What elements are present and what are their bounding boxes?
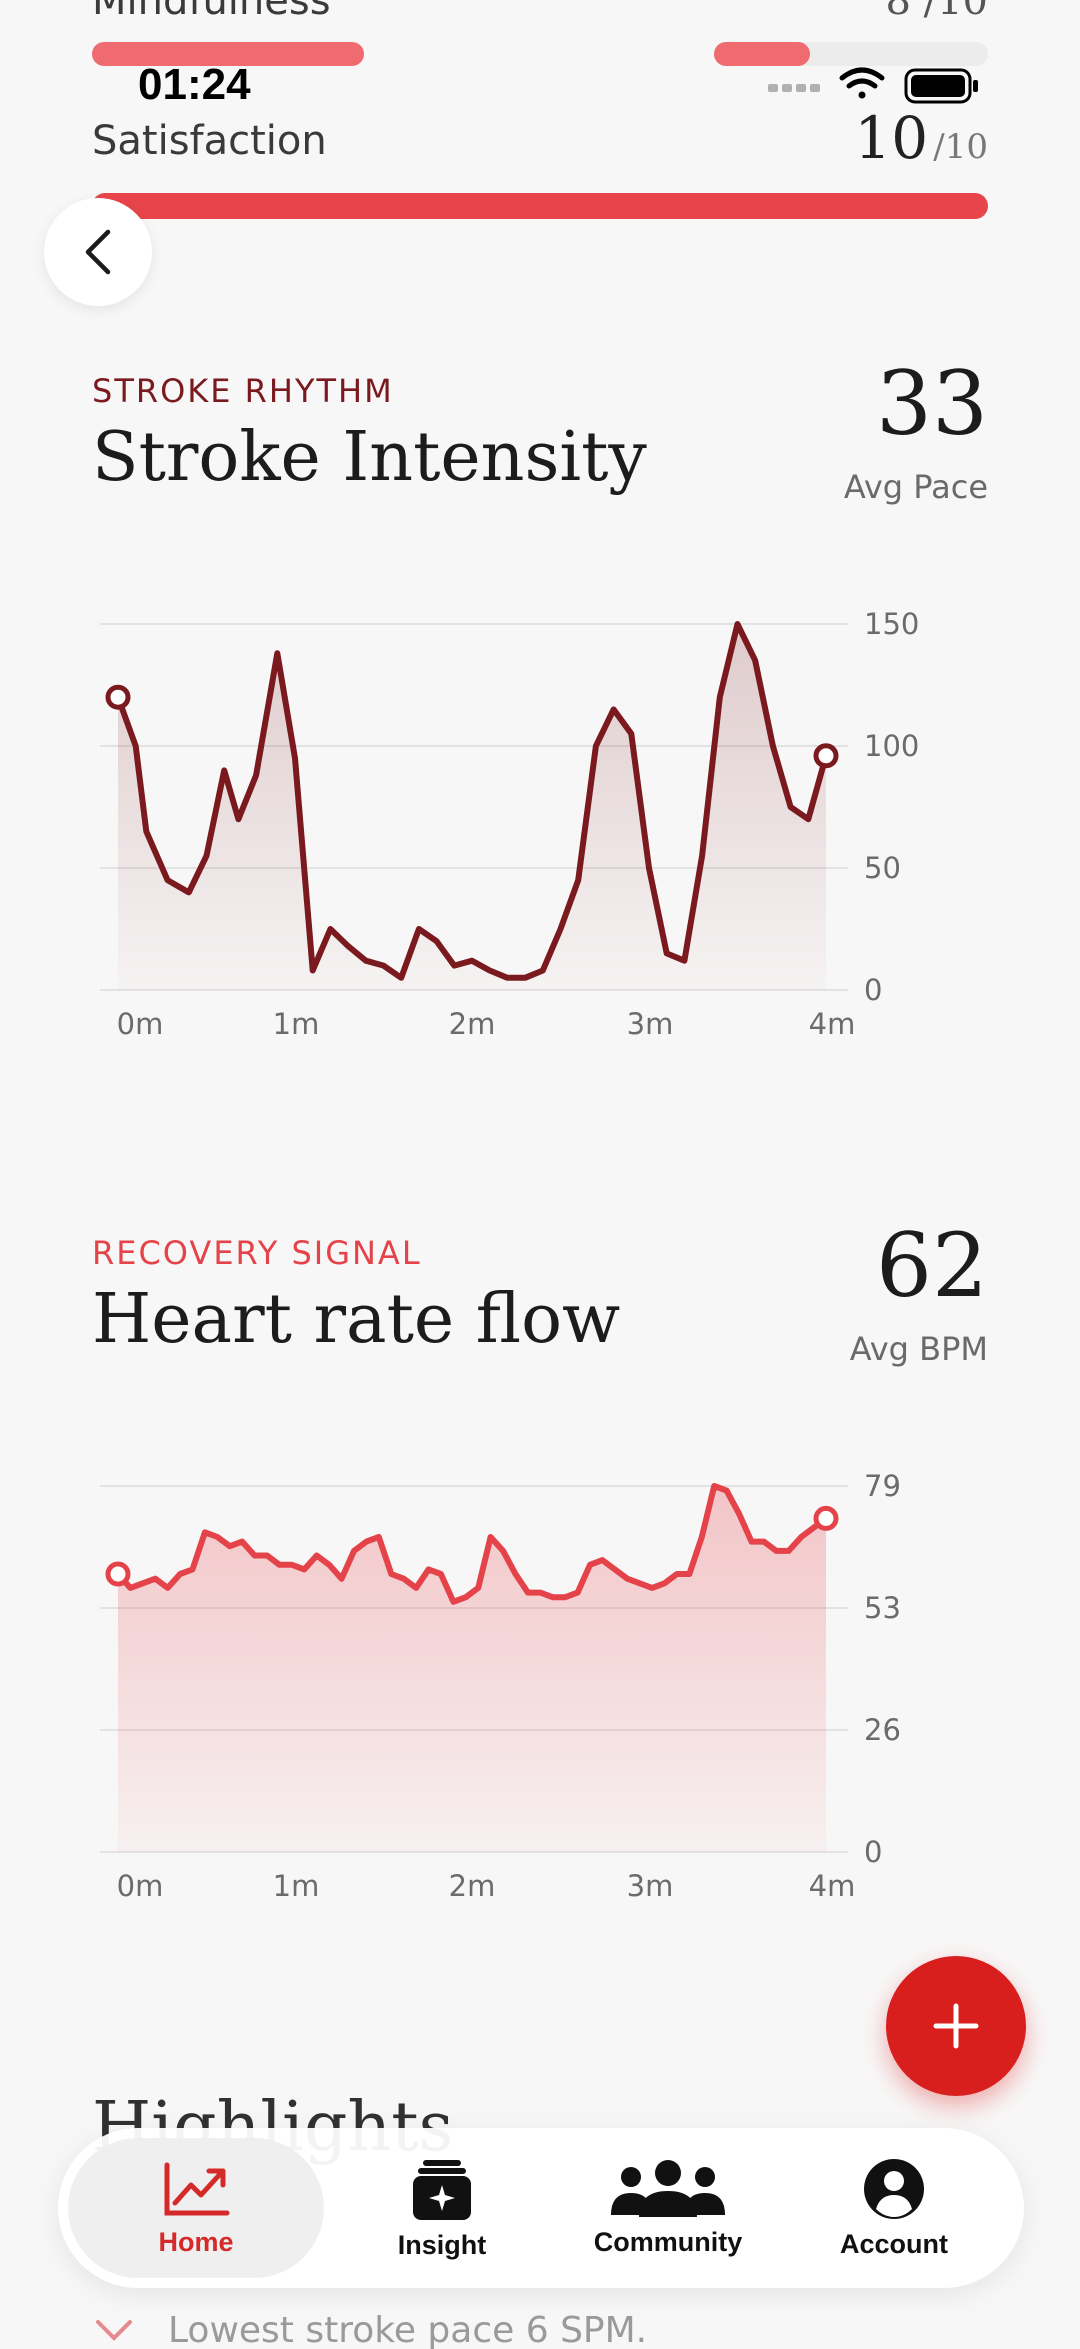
stroke-chart-x-tick: 0m [117, 1007, 164, 1041]
chart-trend-icon [164, 2162, 230, 2215]
tab-active-indicator [68, 2138, 324, 2278]
heart-chart-y-tick: 26 [864, 1713, 901, 1747]
heart-chart-endpoint [105, 1561, 131, 1587]
tab-home[interactable]: Home [136, 2128, 256, 2288]
heart-chart-y-tick: 53 [864, 1591, 901, 1625]
stroke-chart-x-tick: 3m [627, 1007, 674, 1041]
satisfaction-value: 10 /10 [854, 104, 988, 172]
stroke-chart-y-tick: 150 [864, 607, 919, 641]
people-icon [611, 2159, 725, 2217]
sparkle-card-icon [413, 2159, 471, 2220]
heart-chart-x-tick: 1m [273, 1869, 320, 1903]
top-header: Mindfulness 8 /10 01:24 Satisfaction 10 … [0, 0, 1080, 195]
heart-title: Heart rate flow [92, 1280, 621, 1359]
person-circle-icon [864, 2158, 924, 2219]
stroke-stat-value: 33 [876, 352, 988, 455]
stroke-chart-y-tick: 50 [864, 851, 901, 885]
heart-rate-chart: 0 26 53 79 0m 1m 2m 3m 4m [100, 1469, 901, 1903]
tab-insight-label: Insight [397, 2229, 487, 2260]
satisfaction-denominator: /10 [933, 127, 988, 167]
stroke-chart-y-tick: 100 [864, 729, 919, 763]
heart-eyebrow: RECOVERY SIGNAL [92, 1234, 422, 1272]
add-button[interactable] [886, 1956, 1026, 2096]
chevron-down-icon [96, 2320, 132, 2341]
heart-chart-x-tick: 4m [809, 1869, 856, 1903]
heart-stat-value: 62 [876, 1214, 988, 1317]
stroke-chart-line [115, 621, 829, 981]
status-icons [768, 67, 978, 104]
stroke-chart-x-tick: 2m [449, 1007, 496, 1041]
chevron-left-icon [85, 229, 111, 275]
wifi-icon [839, 67, 885, 99]
satisfaction-label: Satisfaction [92, 118, 327, 164]
satisfaction-bar [92, 193, 988, 219]
heart-chart-endpoint [813, 1505, 839, 1531]
stroke-chart-x-tick: 1m [273, 1007, 320, 1041]
signal-icon [768, 84, 820, 92]
stroke-title: Stroke Intensity [92, 418, 647, 497]
stroke-stat-caption: Avg Pace [843, 468, 988, 506]
stroke-chart-endpoint [813, 743, 839, 769]
stroke-chart-y-tick: 0 [864, 973, 882, 1007]
tab-account-label: Account [840, 2228, 948, 2259]
tab-community-label: Community [593, 2226, 743, 2257]
heart-chart-x-tick: 3m [627, 1869, 674, 1903]
status-time: 01:24 [138, 60, 251, 109]
satisfaction-score: 10 [854, 104, 929, 172]
stroke-chart-x-tick: 4m [809, 1007, 856, 1041]
tab-account[interactable]: Account [804, 2128, 984, 2288]
stroke-chart-area [118, 624, 826, 990]
heart-chart-area [118, 1486, 826, 1852]
heart-chart-y-tick: 79 [864, 1469, 901, 1503]
highlight-item: Lowest stroke pace 6 SPM. [168, 2310, 648, 2349]
bottom-tab-bar: Home Insight Community Account [58, 2128, 1024, 2288]
heart-stat-caption: Avg BPM [849, 1330, 988, 1368]
heart-chart-x-tick: 0m [117, 1869, 164, 1903]
plus-icon [933, 2003, 979, 2049]
heart-chart-x-tick: 2m [449, 1869, 496, 1903]
stroke-eyebrow: STROKE RHYTHM [92, 372, 394, 410]
previous-row-value: 8 /10 [885, 0, 988, 24]
tab-community[interactable]: Community [568, 2128, 768, 2288]
tab-insight[interactable]: Insight [362, 2128, 522, 2288]
back-button[interactable] [44, 198, 152, 306]
heart-chart-line [115, 1483, 829, 1605]
stroke-intensity-chart: 0 50 100 150 0m 1m 2m 3m 4m [100, 607, 919, 1041]
satisfaction-bar-fill [92, 193, 988, 219]
previous-row-bar-fill [714, 42, 810, 66]
battery-icon [904, 68, 978, 104]
stroke-chart-endpoint [105, 684, 131, 710]
heart-chart-y-tick: 0 [864, 1835, 882, 1869]
previous-row-bar [92, 42, 364, 66]
tab-home-label: Home [158, 2226, 234, 2257]
previous-row-label: Mindfulness [92, 0, 331, 24]
